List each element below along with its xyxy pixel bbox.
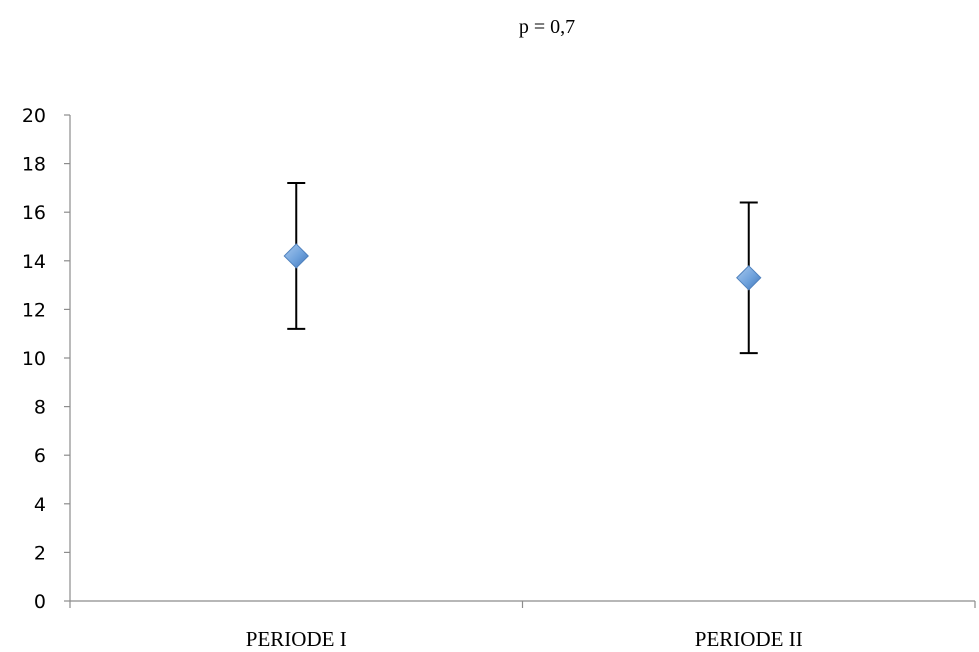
y-tick-label: 8 bbox=[34, 397, 46, 419]
chart-title: p = 0,7 bbox=[519, 16, 575, 38]
y-tick-label: 14 bbox=[22, 251, 46, 273]
axes bbox=[69, 115, 975, 602]
error-bars bbox=[287, 182, 758, 355]
x-tick-label: PERIODE II bbox=[695, 627, 803, 651]
y-tick-label: 4 bbox=[34, 494, 46, 516]
y-axis-ticks: 0 2 4 6 8 10 12 14 16 18 20 bbox=[22, 105, 70, 613]
y-tick-label: 6 bbox=[34, 445, 46, 467]
y-tick-label: 16 bbox=[22, 202, 46, 224]
x-tick-label: PERIODE I bbox=[246, 627, 347, 651]
y-tick-label: 2 bbox=[34, 542, 46, 564]
data-point-diamond bbox=[736, 265, 762, 291]
data-points bbox=[283, 243, 762, 291]
y-tick-label: 18 bbox=[22, 154, 46, 176]
y-tick-label: 10 bbox=[22, 348, 46, 370]
x-axis-ticks: PERIODE I PERIODE II bbox=[69, 601, 976, 651]
data-point-diamond bbox=[283, 243, 309, 269]
y-tick-label: 12 bbox=[22, 299, 46, 321]
y-tick-label: 0 bbox=[34, 591, 46, 613]
y-tick-label: 20 bbox=[22, 105, 46, 127]
